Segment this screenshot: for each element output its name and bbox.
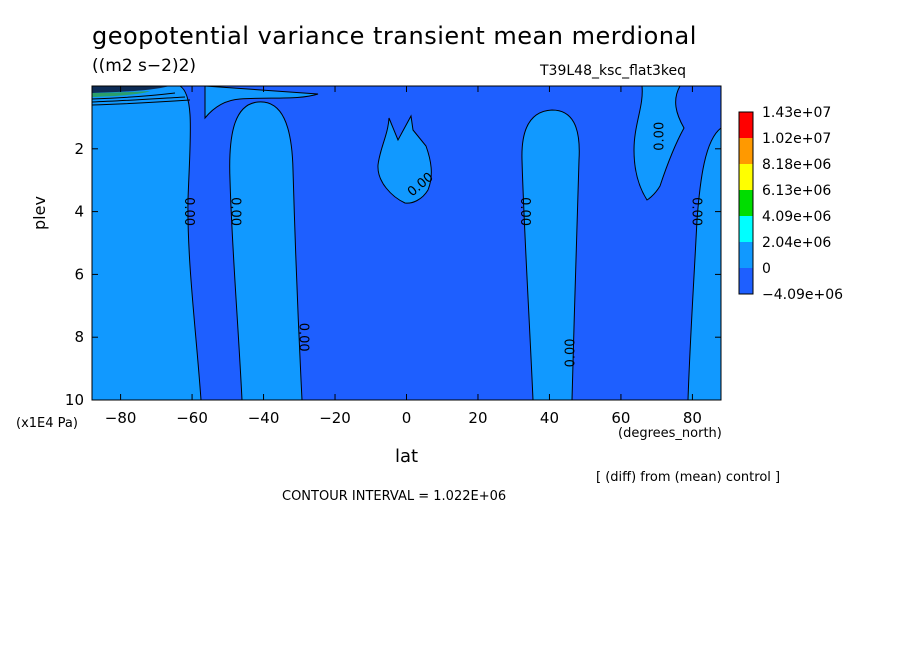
y-tick-label: 6 [74,265,84,283]
legend-swatch [739,112,753,138]
x-axis: −80 −60 −40 −20 0 20 40 60 80 [105,86,702,427]
contour-interval: CONTOUR INTERVAL = 1.022E+06 [282,489,507,504]
plot-area [91,85,722,401]
y-tick-label: 4 [74,203,84,221]
contour-line-label: 0.00 [517,197,532,226]
legend-swatch [739,190,753,216]
legend-swatch [739,138,753,164]
legend-swatch [739,216,753,242]
legend-level-label: −4.09e+06 [762,287,843,303]
legend-level-label: 0 [762,261,771,277]
positive-region-patch-70n [633,85,685,201]
y-axis: 2 4 6 8 10 [65,140,721,409]
legend-level-label: 1.02e+07 [762,131,831,147]
polar-corner-contour-1 [91,92,176,100]
x-tick-label: 20 [468,409,487,427]
legend-swatch [739,242,753,268]
x-axis-label: lat [395,446,419,467]
positive-region-band-poleward [687,126,722,401]
x-tick-label: 60 [611,409,630,427]
x-tick-label: −60 [176,409,208,427]
chart-title: geopotential variance transient mean mer… [92,22,697,50]
y-tick-label: 8 [74,328,84,346]
color-legend: 1.43e+07 1.02e+07 8.18e+06 6.13e+06 4.09e+06… [738,105,843,303]
positive-region-band-40n [521,109,580,401]
legend-level-label: 6.13e+06 [762,183,831,199]
legend-swatch [739,164,753,190]
y-tick-label: 2 [74,140,84,158]
contour-line-label: 0.00 [688,197,703,226]
contour-line-label: 0.00 [181,197,196,226]
diff-note: [ (diff) from (mean) control ] [596,470,781,485]
x-tick-label: −20 [319,409,351,427]
x-tick-label: 0 [402,409,412,427]
run-name: T39L48_ksc_flat3keq [540,63,686,79]
x-axis-units: (degrees_north) [618,426,722,441]
positive-region-band-58s [91,85,202,401]
legend-frame [738,111,754,295]
y-axis-units: (x1E4 Pa) [16,416,78,431]
positive-region-equator-cell [377,114,432,204]
positive-region-top-strip [204,85,319,120]
x-tick-label: 40 [540,409,559,427]
legend-level-label: 2.04e+06 [762,235,831,251]
contour-line-label: 0.00 [563,338,578,367]
polar-corner-green-fill [92,91,150,97]
positive-region-band-38s [229,101,303,401]
y-tick-label: 10 [65,391,84,409]
polar-corner-dark-fill [92,86,170,93]
legend-level-label: 4.09e+06 [762,209,831,225]
contour-labels: 0.00 0.000.000.000.000.000.000.00 [181,122,703,368]
polar-corner-contour-2 [91,96,186,103]
contour-line-label: 0.00 [295,323,310,352]
polar-corner-contour-3 [91,99,191,106]
legend-level-label: 8.18e+06 [762,157,831,173]
x-tick-label: −80 [105,409,137,427]
contour-line-label: 0.00 [653,122,668,151]
legend-level-label: 1.43e+07 [762,105,831,121]
contour-line-label: 0.00 [227,197,242,226]
chart-units: ((m2 s−2)2) [92,56,197,76]
legend-swatch [739,268,753,294]
x-tick-label: 80 [683,409,702,427]
x-tick-label: −40 [248,409,280,427]
